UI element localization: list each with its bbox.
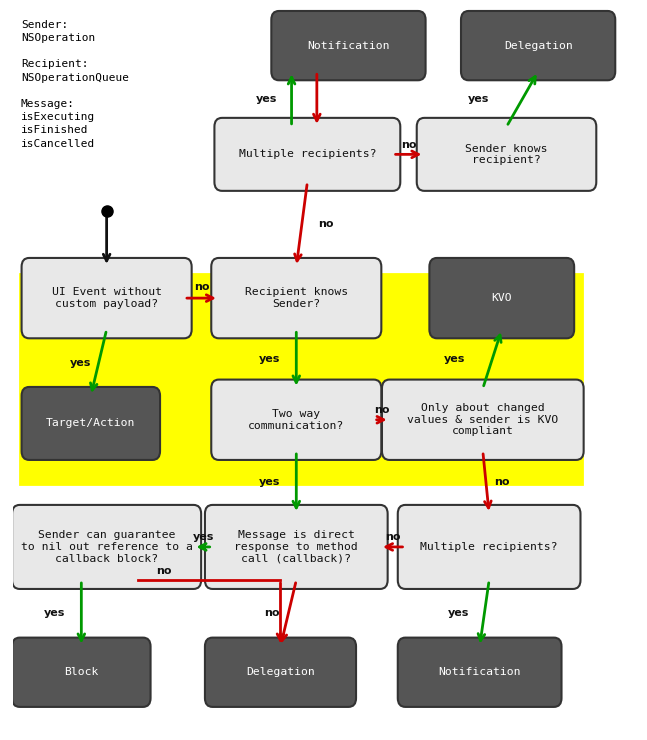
Text: no: no [318, 219, 334, 229]
Text: KVO: KVO [492, 293, 512, 303]
Text: yes: yes [69, 357, 91, 368]
Text: Multiple recipients?: Multiple recipients? [239, 149, 376, 159]
Text: no: no [193, 282, 209, 292]
Text: yes: yes [259, 477, 280, 488]
Text: yes: yes [259, 354, 280, 364]
Text: Block: Block [64, 667, 98, 677]
Text: no: no [400, 140, 416, 149]
FancyBboxPatch shape [398, 505, 580, 589]
FancyBboxPatch shape [21, 258, 192, 338]
FancyBboxPatch shape [417, 118, 597, 191]
FancyBboxPatch shape [12, 638, 151, 707]
Text: no: no [385, 532, 400, 542]
Text: Notification: Notification [307, 41, 389, 50]
FancyBboxPatch shape [430, 258, 574, 338]
FancyBboxPatch shape [212, 258, 381, 338]
FancyBboxPatch shape [382, 380, 584, 460]
Text: UI Event without
custom payload?: UI Event without custom payload? [52, 287, 162, 309]
FancyBboxPatch shape [214, 118, 400, 191]
Text: Delegation: Delegation [246, 667, 315, 677]
FancyBboxPatch shape [12, 505, 201, 589]
Text: no: no [265, 608, 280, 619]
Text: Sender:
NSOperation

Recipient:
NSOperationQueue

Message:
isExecuting
isFinishe: Sender: NSOperation Recipient: NSOperati… [21, 20, 129, 149]
Text: Two way
communication?: Two way communication? [248, 409, 344, 431]
Text: yes: yes [448, 608, 470, 619]
Text: no: no [494, 477, 510, 488]
FancyBboxPatch shape [398, 638, 562, 707]
Text: Multiple recipients?: Multiple recipients? [421, 542, 558, 552]
FancyBboxPatch shape [461, 11, 615, 80]
Text: no: no [156, 565, 171, 576]
FancyBboxPatch shape [21, 387, 160, 460]
Text: yes: yes [467, 94, 488, 104]
Text: yes: yes [192, 532, 214, 542]
FancyBboxPatch shape [19, 274, 582, 484]
Text: yes: yes [444, 354, 465, 364]
Text: Sender knows
recipient?: Sender knows recipient? [465, 144, 548, 165]
Text: Sender can guarantee
to nil out reference to a
callback block?: Sender can guarantee to nil out referenc… [21, 531, 193, 564]
Text: Message is direct
response to method
call (callback)?: Message is direct response to method cal… [234, 531, 358, 564]
Text: yes: yes [256, 94, 277, 104]
Text: no: no [374, 406, 389, 415]
FancyBboxPatch shape [205, 505, 388, 589]
Text: Only about changed
values & sender is KVO
compliant: Only about changed values & sender is KV… [407, 403, 558, 437]
Text: Recipient knows
Sender?: Recipient knows Sender? [245, 287, 348, 309]
FancyBboxPatch shape [212, 380, 381, 460]
Text: Delegation: Delegation [504, 41, 573, 50]
Text: Target/Action: Target/Action [46, 418, 135, 428]
Text: yes: yes [44, 608, 65, 619]
Text: Notification: Notification [439, 667, 521, 677]
FancyBboxPatch shape [205, 638, 356, 707]
FancyBboxPatch shape [271, 11, 426, 80]
